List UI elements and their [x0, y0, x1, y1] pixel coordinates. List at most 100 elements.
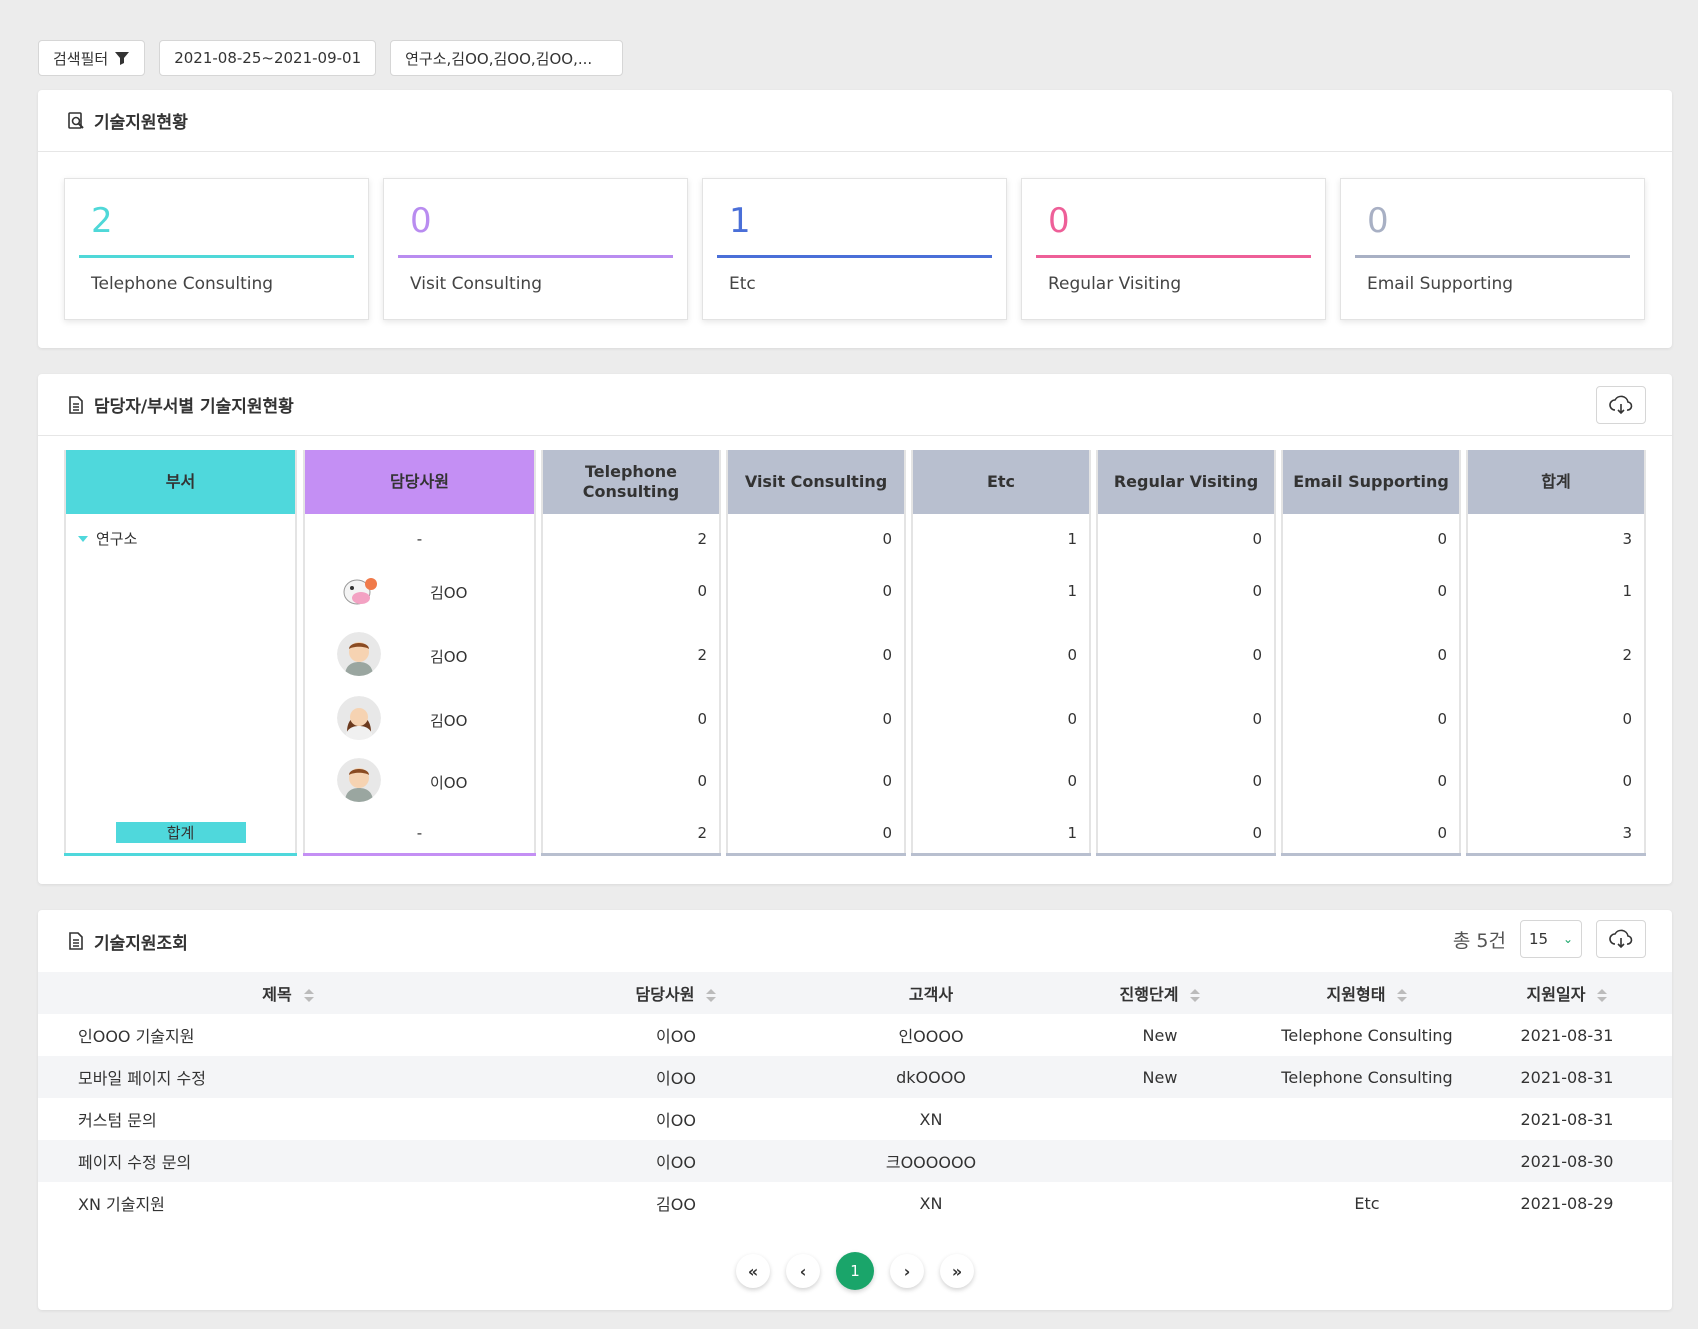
column-bottom-bar: [1096, 853, 1276, 856]
stat-regular-visiting[interactable]: 0 Regular Visiting: [1021, 178, 1326, 320]
dept-tree-item[interactable]: 연구소: [78, 528, 295, 549]
sort-icon[interactable]: [1190, 988, 1201, 1003]
stat-telephone-consulting[interactable]: 2 Telephone Consulting: [64, 178, 369, 320]
org-people-chip[interactable]: 연구소,김OO,김OO,김OO,...: [390, 40, 624, 76]
sort-icon[interactable]: [1597, 988, 1608, 1003]
cell-assignee: 이OO: [656, 1027, 696, 1046]
sort-icon[interactable]: [303, 988, 314, 1003]
tel-column: Telephone Consulting 2 0 2 0 0 2: [541, 450, 721, 856]
cell-customer: XN: [919, 1109, 943, 1129]
person-bottom-bar: [303, 853, 536, 856]
header-label: 지원형태: [1326, 985, 1386, 1004]
person-name: -: [416, 530, 423, 548]
dept-header: 부서: [66, 450, 295, 514]
col-header-stage[interactable]: 진행단계: [1048, 972, 1272, 1014]
value-cell: 3: [1622, 824, 1632, 842]
dept-column: 부서 연구소 합계: [64, 450, 297, 856]
table-row[interactable]: 인OOO 기술지원 이OO 인OOOO New Telephone Consul…: [38, 1014, 1672, 1056]
list-title: 기술지원조회: [94, 933, 188, 954]
value-cell: 2: [697, 824, 707, 842]
header-label: 지원일자: [1526, 985, 1586, 1004]
support-list-table: 제목 담당사원 고객사 진행단계 지원형태 지원일자 인OOO 기술지원 이OO…: [38, 972, 1672, 1224]
col-header-customer[interactable]: 고객사: [814, 972, 1048, 1014]
search-filter-button[interactable]: 검색필터: [38, 40, 146, 76]
value-cell: 1: [1067, 530, 1077, 548]
value-cell: 0: [1252, 646, 1262, 664]
column-bottom-bar: [541, 853, 721, 856]
sort-icon[interactable]: [1397, 988, 1408, 1003]
first-page-button[interactable]: «: [736, 1254, 770, 1288]
stat-underline: [1355, 255, 1630, 258]
caret-down-icon: [78, 535, 88, 542]
table-row[interactable]: 커스텀 문의 이OO XN 2021-08-31: [38, 1098, 1672, 1140]
avatar-woman: [337, 696, 381, 740]
value-cell: 0: [1252, 824, 1262, 842]
cell-title: 커스텀 문의: [78, 1111, 157, 1130]
col-header-assignee[interactable]: 담당사원: [538, 972, 814, 1014]
col-header-date[interactable]: 지원일자: [1462, 972, 1672, 1014]
cell-title: XN 기술지원: [78, 1195, 165, 1214]
value-cell: 2: [1622, 646, 1632, 664]
download-button[interactable]: [1596, 386, 1646, 424]
staff-header-actions: [1596, 386, 1646, 424]
stat-visit-consulting[interactable]: 0 Visit Consulting: [383, 178, 688, 320]
last-page-button[interactable]: »: [940, 1254, 974, 1288]
cell-assignee: 이OO: [538, 1056, 814, 1098]
person-name: 김OO: [430, 648, 468, 666]
value-cell: 0: [1067, 710, 1077, 728]
value-cell: 0: [882, 824, 892, 842]
person-header: 담당사원: [305, 450, 534, 514]
value-cell: 0: [1067, 772, 1077, 790]
value-cell: 0: [1252, 530, 1262, 548]
cell-type: Telephone Consulting: [1281, 1025, 1453, 1045]
header-label: 제목: [262, 985, 292, 1004]
cell-customer: 크OOOOOO: [814, 1140, 1048, 1182]
col-header-type[interactable]: 지원형태: [1272, 972, 1462, 1014]
current-page-button[interactable]: 1: [836, 1252, 874, 1290]
staff-dept-card: 담당자/부서별 기술지원현황 부서 연구소 합계 담당사원 -: [38, 374, 1672, 884]
staff-table: 부서 연구소 합계 담당사원 - 김OO 김OO: [38, 436, 1672, 856]
etc-header: Etc: [913, 450, 1089, 514]
cell-customer: 인OOOO: [898, 1027, 964, 1046]
total-column: 합계 3 1 2 0 0 3: [1466, 450, 1646, 856]
value-cell: 0: [697, 710, 707, 728]
stat-value: 0: [1367, 201, 1389, 241]
visit-header: Visit Consulting: [728, 450, 904, 514]
column-bottom-bar: [726, 853, 906, 856]
value-cell: 0: [1437, 646, 1447, 664]
stat-label: Telephone Consulting: [91, 274, 274, 294]
date-range-text: 2021-08-25~2021-09-01: [174, 49, 362, 67]
value-cell: 1: [1067, 824, 1077, 842]
table-row[interactable]: XN 기술지원 김OO XN Etc 2021-08-29: [38, 1182, 1672, 1224]
value-cell: 0: [882, 772, 892, 790]
stat-underline: [79, 255, 354, 258]
date-range-chip[interactable]: 2021-08-25~2021-09-01: [159, 40, 377, 76]
stat-etc[interactable]: 1 Etc: [702, 178, 1007, 320]
person-name: 김OO: [430, 712, 468, 730]
sort-icon[interactable]: [706, 988, 717, 1003]
table-row[interactable]: 페이지 수정 문의 이OO 크OOOOOO 2021-08-30: [38, 1140, 1672, 1182]
cell-title: 모바일 페이지 수정: [38, 1056, 538, 1098]
stat-email-supporting[interactable]: 0 Email Supporting: [1340, 178, 1645, 320]
prev-page-button[interactable]: ‹: [786, 1254, 820, 1288]
cell-title: 페이지 수정 문의: [38, 1140, 538, 1182]
stat-label: Visit Consulting: [410, 274, 542, 294]
cell-title: 인OOO 기술지원: [78, 1027, 195, 1046]
cell-customer: XN: [919, 1193, 943, 1213]
stat-underline: [398, 255, 673, 258]
total-badge: 합계: [115, 822, 246, 843]
table-header-row: 제목 담당사원 고객사 진행단계 지원형태 지원일자: [38, 972, 1672, 1014]
etc-column: Etc 1 1 0 0 0 1: [911, 450, 1091, 856]
page-size-select[interactable]: 15 ⌄: [1520, 920, 1582, 958]
download-button[interactable]: [1596, 920, 1646, 958]
search-filter-label: 검색필터: [53, 49, 109, 68]
value-cell: 0: [1067, 646, 1077, 664]
value-cell: 0: [1252, 710, 1262, 728]
table-row[interactable]: 모바일 페이지 수정 이OO dkOOOO New Telephone Cons…: [38, 1056, 1672, 1098]
col-header-title[interactable]: 제목: [38, 972, 538, 1014]
support-summary-card: 기술지원현황 2 Telephone Consulting 0 Visit Co…: [38, 90, 1672, 348]
avatar-man: [337, 632, 381, 676]
stat-label: Regular Visiting: [1048, 274, 1182, 294]
stat-value: 0: [1048, 201, 1070, 241]
next-page-button[interactable]: ›: [890, 1254, 924, 1288]
